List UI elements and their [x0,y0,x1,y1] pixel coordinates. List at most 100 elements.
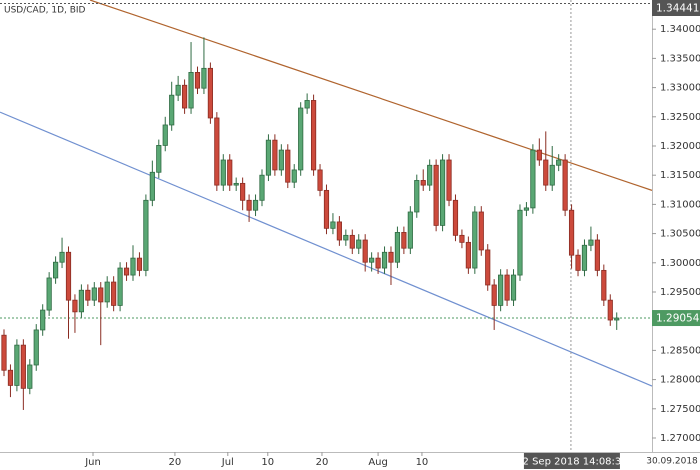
candle-body [465,241,471,269]
x-tick-label: 20 [169,457,182,468]
x-tick-label: Jul [221,457,234,468]
candle-body [562,159,568,211]
candle-body [20,344,26,389]
candle-body [478,211,484,251]
candle-body [117,267,123,306]
candle-body [27,364,33,389]
candle-body [330,221,336,229]
candle-body [588,239,594,246]
candle-body [65,251,72,301]
candle-body [130,257,136,276]
y-tick-label: 1.30500 [660,229,700,240]
price-tag-label: 1.34441 [656,3,699,15]
candle-body [530,149,536,209]
price-tag-label: 1.29054 [656,313,700,325]
y-tick-label: 1.29500 [660,287,700,298]
x-end-label: 30.09.2018 [646,457,698,467]
candle-body [123,267,130,276]
candle-body [523,207,530,211]
candle-body [207,67,213,119]
candle-body [181,84,188,109]
y-tick-label: 1.34000 [660,24,700,35]
candle-body [381,251,388,269]
candle-body [433,164,439,226]
candle-body [343,234,349,241]
candle-body [607,299,613,321]
candle-body [498,274,504,306]
candle-body [156,145,162,173]
candle-body [91,287,97,301]
y-tick-label: 1.31500 [660,170,700,181]
candle-body [581,244,588,271]
y-tick-label: 1.28500 [660,345,700,356]
candle-body [259,174,265,201]
x-tick-label: 10 [261,457,274,468]
candle-body [414,180,420,213]
candle-body [143,199,149,271]
x-tick-label: Jun [84,457,101,468]
crosshair-label: 12 Sep 2018 14:08:34 [516,457,627,468]
candle-body [188,72,194,109]
candle-body [369,257,375,263]
candle-body [285,149,291,183]
trend-line [0,111,653,387]
candle-body [7,369,14,386]
candle-body [14,344,20,386]
candle-body [272,139,278,171]
candle-body [111,281,117,306]
candle-body [169,94,175,126]
price-tag [652,0,700,16]
candle-body [349,234,355,249]
candle-body [194,72,201,89]
candle-body [59,251,65,263]
y-tick-label: 1.31000 [660,199,700,210]
candle-body [46,277,52,311]
candle-body [53,261,59,279]
candle-body [162,124,168,146]
candle-body [556,159,562,166]
candle-body [1,334,7,371]
candle-body [85,289,91,301]
x-tick-label: 10 [416,457,429,468]
candle-body [291,169,297,183]
axis-area: 1.270001.275001.280001.285001.290001.295… [84,0,700,469]
candle-body [517,209,523,276]
candle-body [227,159,233,186]
candle-body [175,84,181,96]
candle-body [485,249,491,286]
candle-body [149,171,155,201]
candle-body [536,149,542,161]
candle-body [401,232,407,249]
y-tick-label: 1.28000 [660,375,700,386]
candle-body [510,274,517,301]
candle-body [40,309,46,331]
candle-body [394,232,401,263]
candle-body [336,221,342,241]
plot-area [0,0,653,452]
candle-body [214,117,220,186]
candle-body [446,159,452,201]
candle-body [252,199,259,211]
y-tick-label: 1.27000 [660,433,700,444]
y-tick-label: 1.30000 [660,258,700,269]
candle-body [375,257,381,269]
crosshair-tag [523,453,620,469]
y-tick-label: 1.33000 [660,83,700,94]
candle-body [472,211,478,269]
candle-body [33,329,39,366]
candle-body [420,180,426,186]
candle-body [317,169,323,191]
y-tick-label: 1.32000 [660,141,700,152]
candle-body [427,164,433,186]
candle-body [614,317,620,321]
candle-body [549,164,555,186]
candle-body [201,67,207,89]
candle-body [388,251,394,263]
candle-body [98,287,104,303]
y-tick-label: 1.32500 [660,112,700,123]
candle-body [452,199,459,236]
candle-body [575,254,581,271]
x-tick-label: 20 [316,457,329,468]
candle-body [543,159,549,186]
